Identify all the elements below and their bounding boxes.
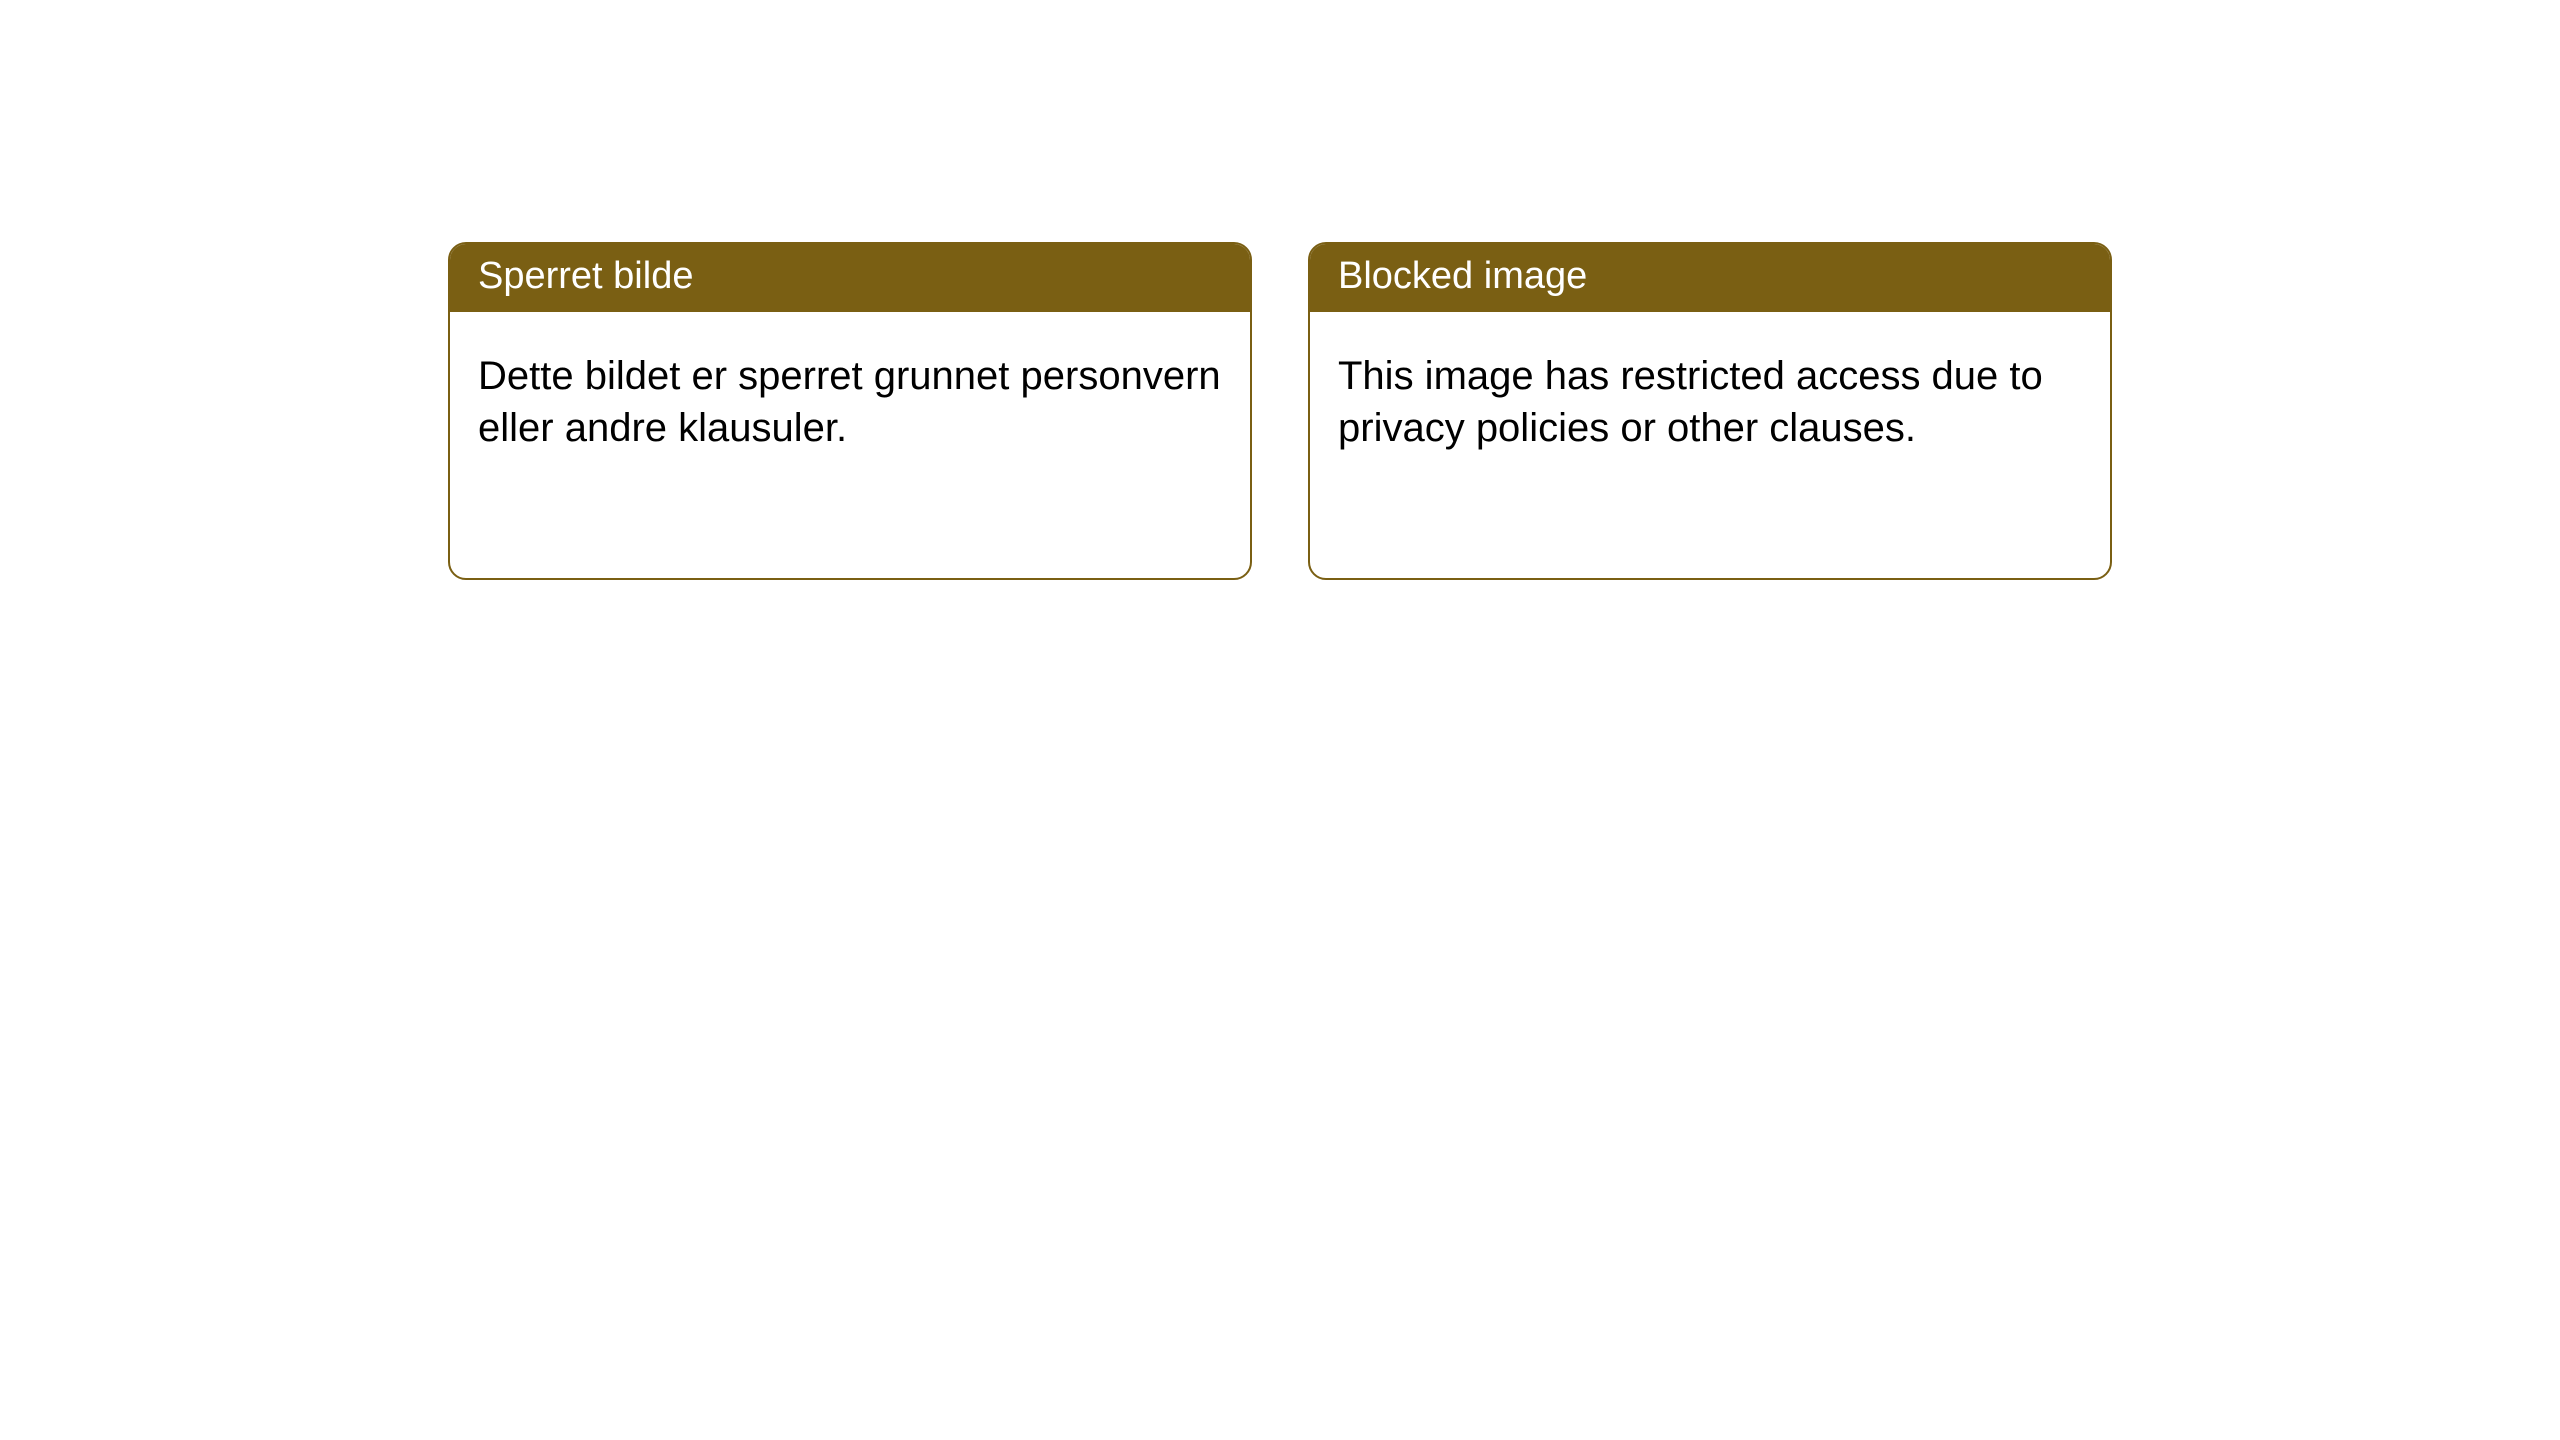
notice-container: Sperret bilde Dette bildet er sperret gr… bbox=[0, 0, 2560, 580]
notice-card-english: Blocked image This image has restricted … bbox=[1308, 242, 2112, 580]
notice-body-norwegian: Dette bildet er sperret grunnet personve… bbox=[450, 312, 1250, 484]
notice-card-norwegian: Sperret bilde Dette bildet er sperret gr… bbox=[448, 242, 1252, 580]
notice-title-english: Blocked image bbox=[1310, 244, 2110, 312]
notice-body-english: This image has restricted access due to … bbox=[1310, 312, 2110, 484]
notice-title-norwegian: Sperret bilde bbox=[450, 244, 1250, 312]
